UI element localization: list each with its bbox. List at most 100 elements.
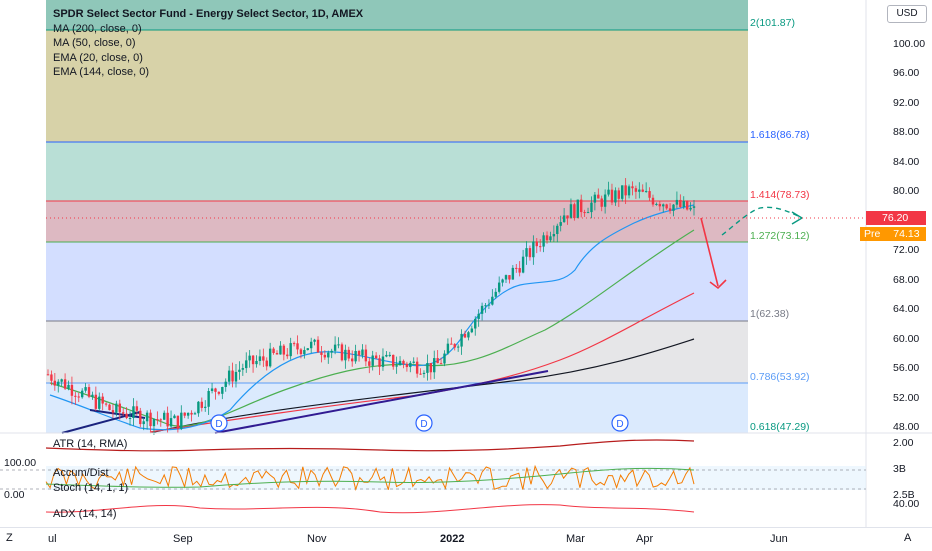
- candle-body: [186, 412, 190, 416]
- candle-body: [436, 358, 439, 364]
- candle-body: [494, 291, 497, 297]
- candle-body: [378, 358, 381, 367]
- candle-body: [340, 344, 344, 361]
- candle-body: [446, 343, 450, 354]
- price-axis-label: 100.00: [893, 38, 925, 50]
- candle-body: [354, 351, 357, 362]
- fib-band-3: [46, 142, 748, 201]
- candle-body: [98, 396, 101, 409]
- candle-body: [672, 204, 675, 211]
- candle-body: [405, 363, 409, 368]
- candle-body: [433, 358, 436, 373]
- candle-body: [251, 355, 255, 365]
- stoch-axis: 2.5B: [893, 489, 915, 501]
- premarket-tag: Pre 74.13: [860, 227, 926, 241]
- candle-body: [402, 360, 405, 364]
- candle-body: [439, 363, 443, 365]
- trendline-dark-blue-2: [89, 409, 146, 419]
- candle-body: [685, 200, 689, 210]
- candle-body: [183, 412, 186, 416]
- candle-body: [648, 191, 651, 198]
- last-price-tag: 76.20: [866, 211, 926, 225]
- fib-label-2: 2(101.87): [750, 17, 795, 29]
- candle-body: [152, 419, 156, 427]
- candle-body: [231, 370, 234, 382]
- candle-body: [357, 351, 361, 356]
- candle-body: [549, 236, 552, 241]
- candle-body: [501, 279, 504, 283]
- adx-label[interactable]: ADX (14, 14): [53, 508, 117, 520]
- candle-body: [624, 185, 627, 196]
- candle-body: [600, 198, 603, 207]
- currency-button[interactable]: USD: [887, 5, 927, 23]
- candle-body: [275, 352, 279, 355]
- candle-body: [392, 354, 395, 367]
- candle-body: [559, 222, 562, 226]
- candle-body: [542, 235, 545, 247]
- candle-body: [197, 401, 200, 414]
- main-chart[interactable]: D D D 2(101.87) 1.618(86.78) 1.414(78.73…: [0, 0, 932, 527]
- candle-body: [470, 328, 474, 333]
- accum-dist-label[interactable]: Accum/Dist: [53, 467, 109, 479]
- candle-body: [190, 412, 193, 415]
- candle-body: [521, 256, 525, 273]
- candle-body: [323, 354, 327, 358]
- candle-body: [576, 199, 579, 219]
- legend-ema20[interactable]: EMA (20, close, 0): [53, 51, 143, 64]
- accum-axis: 3B: [893, 463, 906, 475]
- candle-body: [627, 186, 631, 196]
- candle-body: [580, 199, 583, 213]
- candle-body: [159, 419, 162, 421]
- candle-body: [108, 404, 111, 411]
- candle-body: [562, 215, 566, 223]
- candle-body: [46, 374, 50, 376]
- stoch-label[interactable]: Stoch (14, 1, 1): [53, 482, 129, 494]
- candle-body: [227, 370, 231, 382]
- candle-body: [429, 363, 433, 373]
- fib-band-7: [46, 383, 748, 433]
- candle-body: [224, 381, 227, 388]
- candle-body: [586, 212, 590, 214]
- candle-body: [658, 203, 662, 207]
- symbol-title[interactable]: SPDR Select Sector Fund - Energy Select …: [53, 8, 364, 20]
- candle-body: [569, 204, 573, 219]
- candle-body: [552, 233, 556, 237]
- candle-body: [679, 199, 682, 207]
- candle-body: [255, 360, 258, 365]
- candle-body: [644, 191, 648, 193]
- candle-body: [234, 371, 238, 382]
- candle-body: [84, 387, 87, 391]
- candle-body: [511, 267, 515, 280]
- candle-body: [477, 313, 480, 319]
- candle-body: [508, 275, 511, 280]
- candle-body: [221, 387, 224, 394]
- price-axis-label: 92.00: [893, 97, 919, 109]
- candle-body: [665, 204, 668, 209]
- candle-body: [132, 406, 135, 418]
- price-axis-label: 88.00: [893, 126, 919, 138]
- candle-body: [238, 369, 241, 372]
- candle-body: [180, 412, 183, 429]
- candle-body: [525, 248, 528, 257]
- dividend-marker-1: [210, 414, 228, 432]
- candle-body: [634, 188, 638, 192]
- legend-ema144[interactable]: EMA (144, close, 0): [53, 66, 149, 79]
- candle-body: [617, 190, 621, 199]
- auto-scale-button[interactable]: A: [904, 532, 912, 544]
- candle-body: [422, 372, 426, 374]
- candle-body: [320, 352, 323, 355]
- candle-body: [210, 388, 214, 391]
- atr-label[interactable]: ATR (14, RMA): [53, 438, 128, 450]
- candle-body: [398, 360, 402, 366]
- candle-body: [515, 267, 518, 269]
- legend-ma50[interactable]: MA (50, close, 0): [53, 37, 136, 50]
- legend-ma200[interactable]: MA (200, close, 0): [53, 22, 142, 35]
- timezone-button[interactable]: Z: [6, 532, 13, 544]
- accum-dist-line: [45, 467, 695, 488]
- candle-body: [121, 412, 125, 414]
- time-label: Mar: [566, 533, 585, 545]
- candle-body: [125, 413, 128, 419]
- candle-body: [70, 384, 74, 396]
- fib-band-4: [46, 201, 748, 242]
- candle-body: [200, 401, 204, 408]
